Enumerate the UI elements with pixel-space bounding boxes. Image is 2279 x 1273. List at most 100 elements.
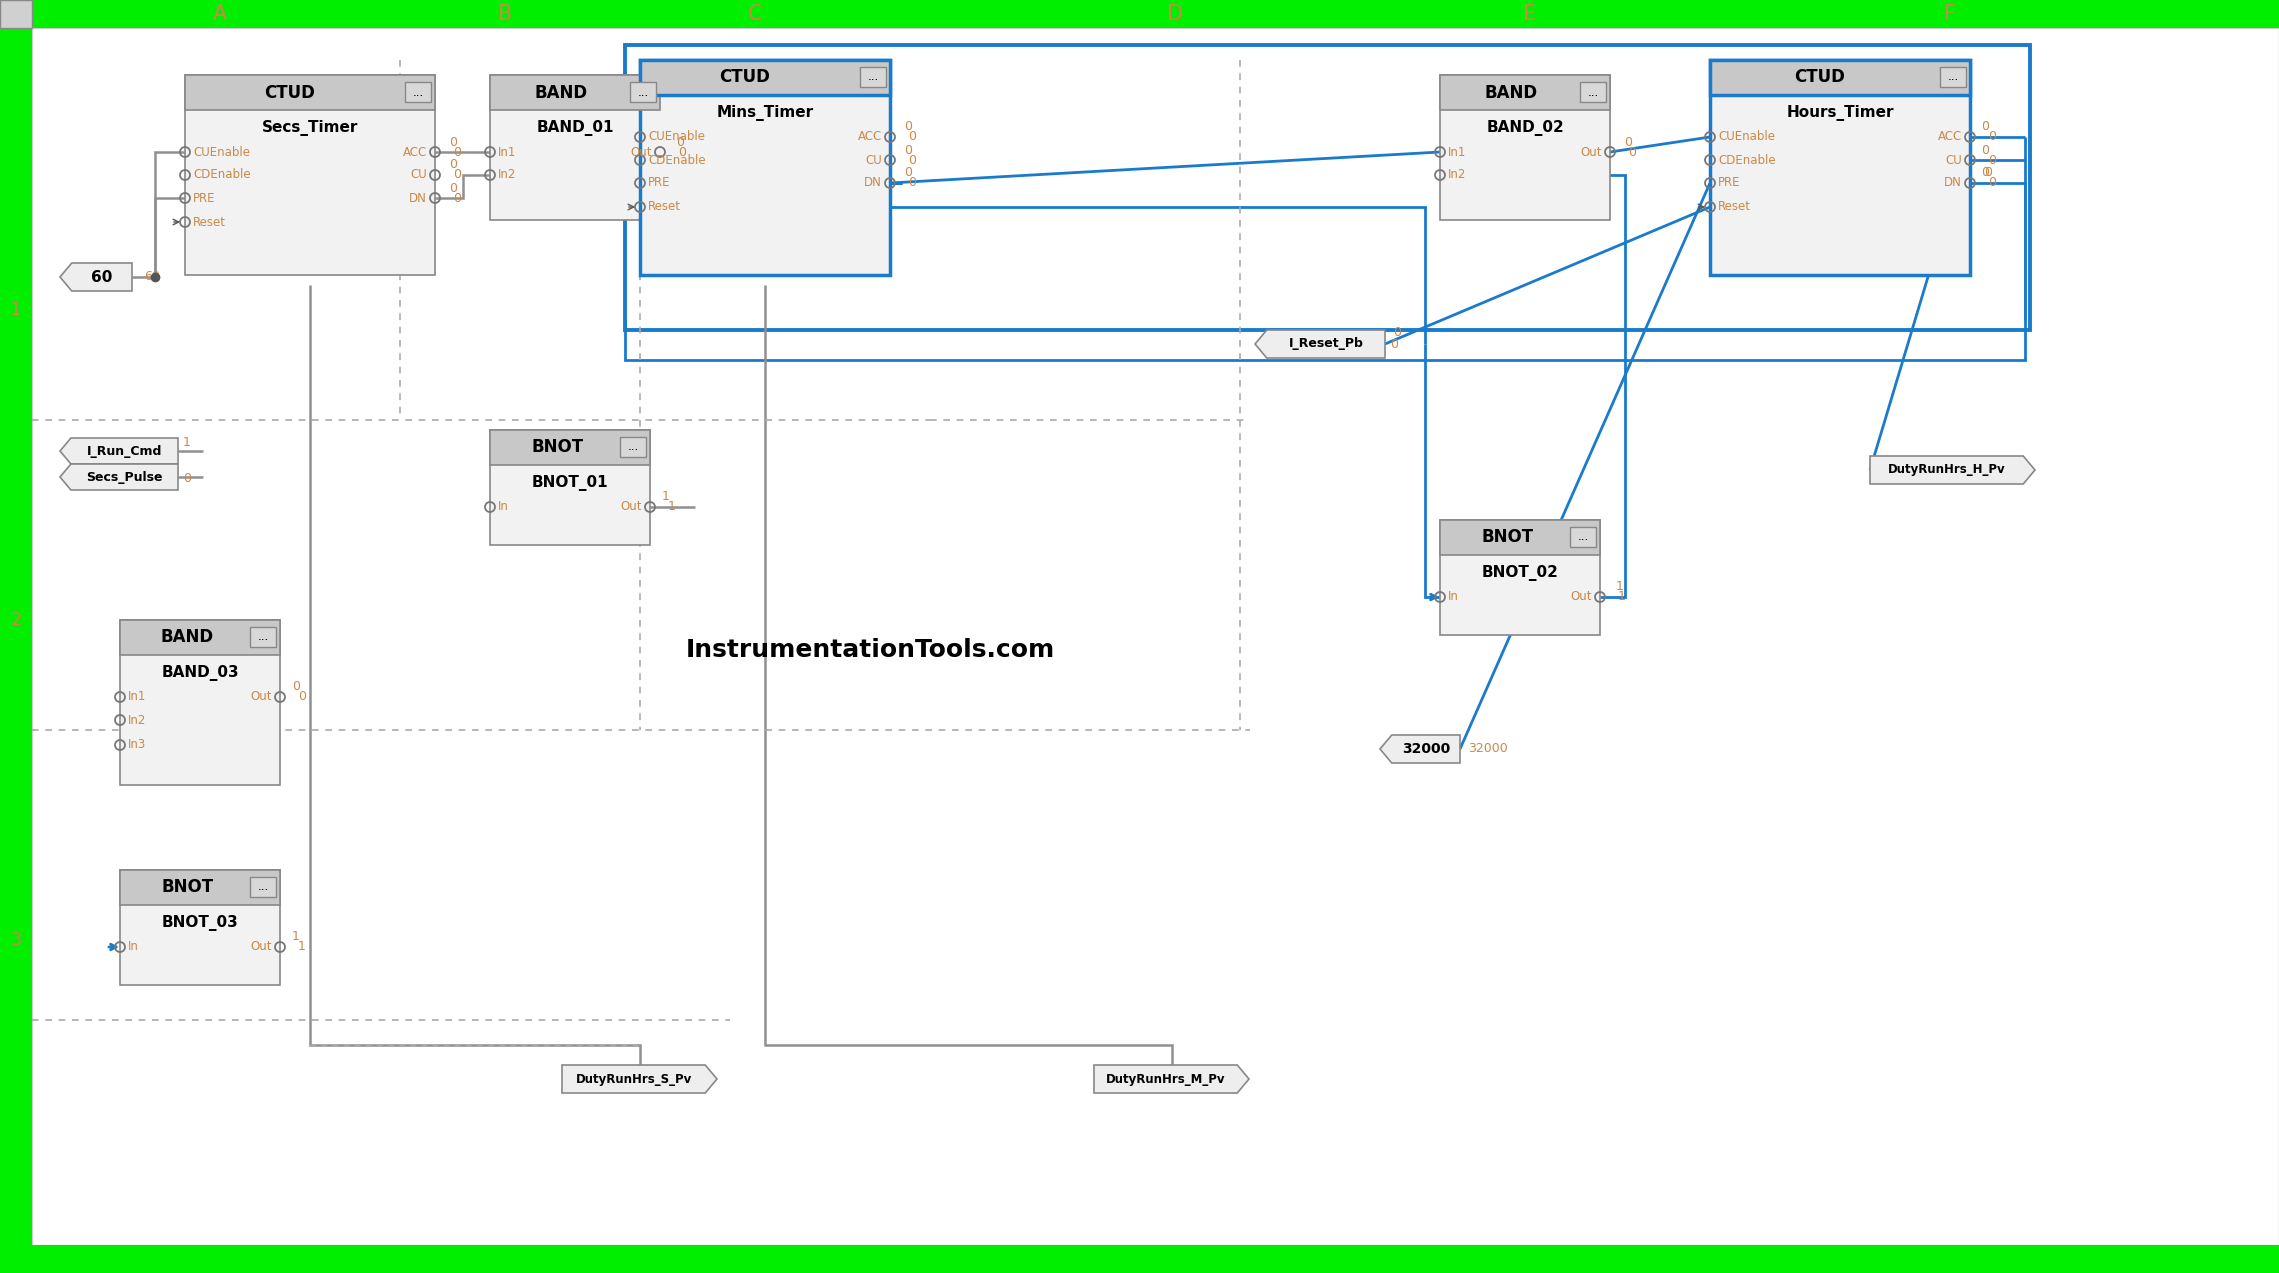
Text: ACC: ACC (1937, 131, 1962, 144)
Text: 0: 0 (454, 145, 460, 159)
Text: C: C (748, 4, 761, 24)
Bar (624, 45, 2031, 330)
Text: Reset: Reset (1718, 201, 1750, 214)
Bar (490, 430, 650, 545)
Bar (640, 60, 891, 275)
Text: E: E (1522, 4, 1536, 24)
Bar (1440, 519, 1600, 555)
Text: CU: CU (410, 168, 426, 182)
Text: ...: ... (1946, 70, 1958, 84)
Bar (1440, 75, 1609, 220)
Polygon shape (1871, 456, 2035, 484)
Bar (121, 620, 280, 785)
Text: 0: 0 (907, 154, 916, 167)
Polygon shape (59, 264, 132, 292)
Bar (121, 869, 280, 985)
Text: 0: 0 (907, 131, 916, 144)
Text: 1: 1 (299, 941, 305, 953)
Bar (1709, 60, 1969, 275)
Text: 0: 0 (905, 167, 912, 179)
Bar (0, 0, 2279, 28)
Text: Out: Out (631, 145, 652, 159)
Text: PRE: PRE (194, 191, 217, 205)
Text: Secs_Timer: Secs_Timer (262, 120, 358, 136)
Text: 0: 0 (454, 168, 460, 182)
Text: 0: 0 (182, 472, 191, 485)
Text: 3: 3 (9, 931, 23, 948)
Text: ...: ... (412, 85, 424, 98)
Polygon shape (563, 1066, 718, 1094)
Text: 1: 1 (1618, 591, 1625, 603)
Text: I_Reset_Pb: I_Reset_Pb (1288, 337, 1363, 350)
Text: CUEnable: CUEnable (1718, 131, 1775, 144)
Bar (490, 430, 650, 465)
Bar (490, 75, 661, 220)
Text: BAND_03: BAND_03 (162, 665, 239, 681)
Text: In1: In1 (128, 690, 146, 704)
Text: I_Run_Cmd: I_Run_Cmd (87, 444, 162, 457)
Bar (490, 75, 661, 109)
Text: 1: 1 (1616, 580, 1625, 593)
Text: 0: 0 (1987, 177, 1996, 190)
Text: 60: 60 (144, 270, 160, 284)
Text: Reset: Reset (194, 215, 226, 228)
Bar (185, 75, 435, 109)
Text: 0: 0 (1980, 167, 1990, 179)
Text: DN: DN (1944, 177, 1962, 190)
Text: ...: ... (868, 70, 880, 84)
Text: PRE: PRE (647, 177, 670, 190)
Text: In: In (1447, 591, 1459, 603)
Text: 1: 1 (663, 490, 670, 504)
Polygon shape (1094, 1066, 1249, 1094)
Bar (0, 0, 32, 28)
Text: Hours_Timer: Hours_Timer (1787, 104, 1894, 121)
Text: ...: ... (258, 630, 269, 643)
Bar (859, 67, 887, 87)
Text: 1: 1 (292, 931, 301, 943)
Text: 1: 1 (182, 437, 191, 449)
Text: ACC: ACC (857, 131, 882, 144)
Text: D: D (1167, 4, 1183, 24)
Text: In: In (499, 500, 508, 513)
Text: CDEnable: CDEnable (1718, 154, 1775, 167)
Bar (121, 620, 280, 656)
Text: InstrumentationTools.com: InstrumentationTools.com (686, 638, 1055, 662)
Text: CDEnable: CDEnable (647, 154, 706, 167)
Text: 0: 0 (677, 135, 684, 149)
Text: B: B (497, 4, 513, 24)
Text: In2: In2 (499, 168, 517, 182)
Text: ACC: ACC (403, 145, 426, 159)
Text: DutyRunHrs_M_Pv: DutyRunHrs_M_Pv (1105, 1072, 1226, 1086)
Text: 0: 0 (1980, 144, 1990, 157)
Text: CUEnable: CUEnable (647, 131, 704, 144)
Text: BAND: BAND (160, 629, 214, 647)
Text: CUEnable: CUEnable (194, 145, 251, 159)
Text: 32000: 32000 (1402, 742, 1449, 756)
Text: BAND: BAND (536, 84, 588, 102)
Text: 0: 0 (449, 135, 458, 149)
Bar (629, 81, 656, 102)
Bar (1579, 81, 1607, 102)
Text: Out: Out (251, 690, 271, 704)
Text: 0: 0 (449, 182, 458, 195)
Text: 0: 0 (907, 177, 916, 190)
Bar (0, 0, 32, 1273)
Text: 2: 2 (9, 611, 23, 629)
Text: BNOT_01: BNOT_01 (531, 475, 608, 491)
Text: In1: In1 (499, 145, 517, 159)
Bar (1440, 75, 1609, 109)
Text: BNOT_03: BNOT_03 (162, 915, 239, 931)
Text: Secs_Pulse: Secs_Pulse (87, 471, 162, 484)
Bar (1440, 519, 1600, 635)
Text: In2: In2 (1447, 168, 1465, 182)
Bar (1570, 527, 1595, 547)
Text: 0: 0 (1392, 326, 1402, 339)
Bar (251, 628, 276, 647)
Text: In1: In1 (1447, 145, 1465, 159)
Text: BAND_01: BAND_01 (536, 120, 613, 136)
Text: ...: ... (258, 881, 269, 894)
Bar (406, 81, 431, 102)
Text: 60: 60 (91, 270, 112, 284)
Bar (1939, 67, 1967, 87)
Text: Mins_Timer: Mins_Timer (716, 104, 814, 121)
